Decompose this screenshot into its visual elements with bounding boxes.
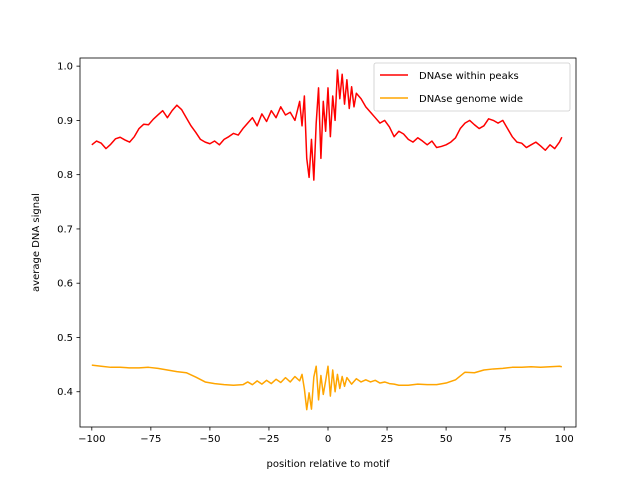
y-tick-label: 0.8 xyxy=(57,170,73,181)
x-axis: −100 −75 −50 −25 0 25 50 75 100 xyxy=(78,427,574,445)
y-tick-label: 0.5 xyxy=(57,333,73,344)
x-tick-label: 25 xyxy=(381,434,394,445)
x-axis-label: position relative to motif xyxy=(267,459,390,470)
y-tick-label: 0.9 xyxy=(57,116,73,127)
x-tick-label: 50 xyxy=(440,434,453,445)
legend: DNAse within peaks DNAse genome wide xyxy=(373,62,571,112)
x-tick-label: −50 xyxy=(199,434,220,445)
y-tick-label: 0.6 xyxy=(57,279,73,290)
y-axis: 0.4 0.5 0.6 0.7 0.8 0.9 1.0 xyxy=(57,62,80,398)
y-tick-label: 0.4 xyxy=(57,387,73,398)
series-line-1 xyxy=(91,364,563,411)
legend-box xyxy=(373,62,571,112)
series-layer xyxy=(91,69,563,411)
x-tick-label: 0 xyxy=(325,434,331,445)
y-tick-label: 0.7 xyxy=(57,224,73,235)
x-tick-label: 100 xyxy=(555,434,574,445)
y-tick-label: 1.0 xyxy=(57,62,73,73)
series-line-0 xyxy=(91,69,563,181)
x-tick-label: −75 xyxy=(140,434,161,445)
x-tick-label: 75 xyxy=(499,434,512,445)
y-axis-label: average DNA signal xyxy=(31,193,42,292)
legend-label-genome-wide: DNAse genome wide xyxy=(419,94,523,105)
x-tick-label: −100 xyxy=(78,434,105,445)
legend-label-within-peaks: DNAse within peaks xyxy=(419,71,519,82)
x-tick-label: −25 xyxy=(258,434,279,445)
